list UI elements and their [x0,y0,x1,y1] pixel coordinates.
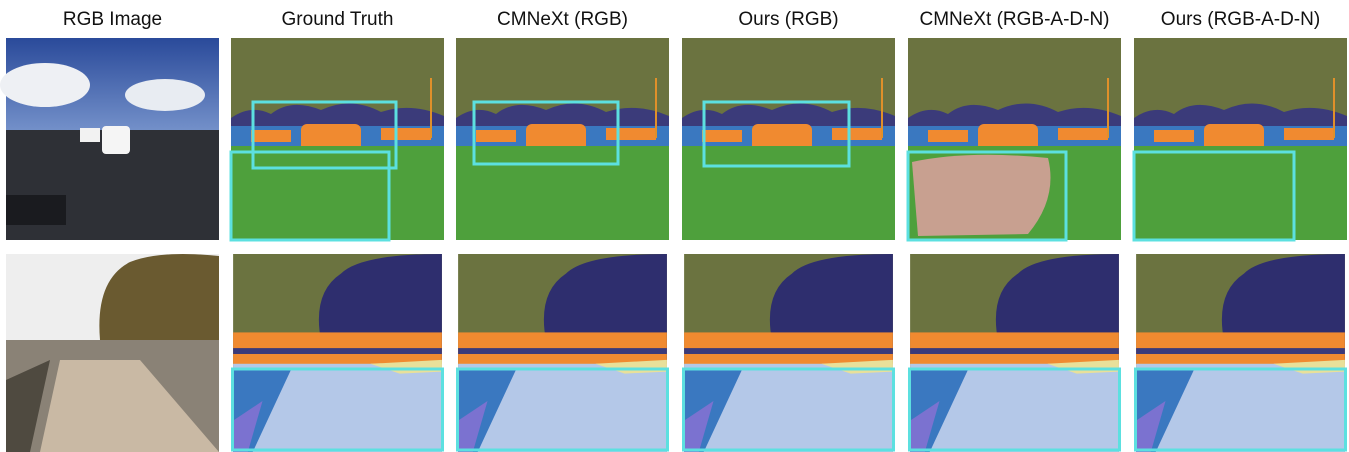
segmentation-map [233,254,442,452]
segmentation-map [910,254,1119,452]
segmentation-map [684,254,893,452]
rgb-image [6,254,219,452]
segmentation-panel [458,254,668,452]
figure-grid: RGB Image Ground Truth CMNeXt (RGB) Ours (R… [0,0,1349,452]
segmentation-panel [1136,254,1346,452]
column-header: Ground Truth [282,9,394,30]
segmentation-panel [1134,38,1347,240]
segmentation-panel [233,254,443,452]
segmentation-panel [231,38,444,240]
segmentation-map [1136,254,1345,452]
column-header: Ours (RGB-A-D-N) [1161,9,1320,30]
rgb-image [0,38,219,240]
column-header: CMNeXt (RGB-A-D-N) [920,9,1110,30]
segmentation-map [458,254,667,452]
segmentation-map [231,38,444,240]
segmentation-panel [910,254,1120,452]
column-header: RGB Image [63,9,162,30]
segmentation-panel [908,38,1121,240]
error-region [912,155,1051,236]
column-header: Ours (RGB) [738,9,838,30]
segmentation-map [682,38,895,240]
segmentation-panel [684,254,894,452]
figure: RGB Image Ground Truth CMNeXt (RGB) Ours (R… [0,0,1349,452]
segmentation-map [456,38,669,240]
segmentation-panel [456,38,669,240]
segmentation-map [1134,38,1347,240]
segmentation-panel [682,38,895,240]
column-header: CMNeXt (RGB) [497,9,628,30]
